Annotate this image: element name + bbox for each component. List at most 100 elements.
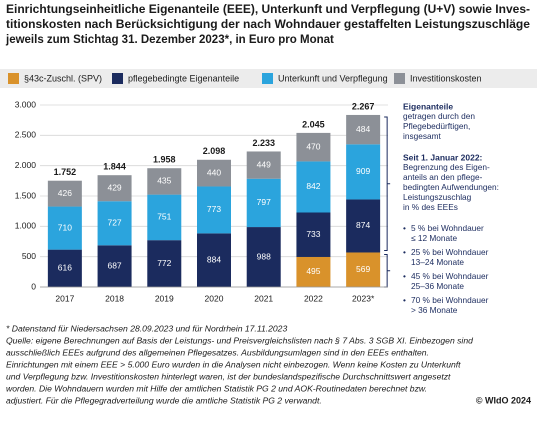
- bar-segment: [246, 227, 281, 287]
- bar-segment: [97, 175, 132, 202]
- bar-segment: [296, 132, 331, 162]
- bar-segment: [47, 249, 82, 287]
- bullet-mark: •: [403, 271, 406, 281]
- bar-segment: [346, 199, 381, 253]
- annotation-heading: Eigenanteile: [403, 101, 453, 111]
- data-label: 842: [306, 181, 320, 191]
- y-tick-label: 2.500: [15, 130, 37, 140]
- bar-segment: [47, 206, 82, 250]
- data-label: 773: [207, 204, 221, 214]
- bullet-text: 25 % bei Wohndauer: [411, 247, 489, 257]
- data-label: 616: [58, 263, 72, 273]
- total-label: 1.958: [153, 155, 176, 165]
- x-tick-label: 2017: [55, 293, 74, 303]
- y-tick-label: 0: [31, 281, 36, 291]
- annotation-heading: Seit 1. Januar 2022:: [403, 152, 483, 162]
- legend-label: pflegebedingte Eigenanteile: [128, 73, 239, 83]
- chart-title: jeweils zum Stichtag 31. Dezember 2023*,…: [5, 34, 334, 46]
- bullet-text: 45 % bei Wohndauer: [411, 271, 489, 281]
- data-label: 909: [356, 166, 370, 176]
- data-label: 710: [58, 222, 72, 232]
- y-tick-label: 2.000: [15, 160, 37, 170]
- bar-segment: [246, 178, 281, 228]
- y-tick-label: 1.000: [15, 221, 37, 231]
- bar-segment: [246, 151, 281, 179]
- legend-swatch: [394, 73, 405, 84]
- footnote: Einrichtungen mit einem EEE > 5.000 Euro…: [6, 359, 461, 369]
- bar-segment: [147, 194, 182, 241]
- y-tick-label: 500: [22, 251, 36, 261]
- data-label: 435: [157, 176, 171, 186]
- data-label: 733: [306, 229, 320, 239]
- footnote: und Verpflegung bzw. Investitionskosten …: [6, 371, 451, 381]
- bar-segment: [346, 144, 381, 200]
- annotation-text: insgesamt: [403, 131, 442, 141]
- bar-segment: [97, 201, 132, 246]
- bullet-mark: •: [403, 295, 406, 305]
- y-tick-label: 1.500: [15, 190, 37, 200]
- credit: © WIdO 2024: [476, 395, 531, 405]
- footnote: adjustiert. Für die Pflegegradverteilung…: [6, 395, 322, 405]
- total-label: 2.233: [252, 138, 275, 148]
- x-tick-label: 2020: [205, 293, 224, 303]
- bar-segment: [296, 161, 331, 213]
- footnote: worden. Die Wohndauern wurden mit Hilfe …: [6, 383, 427, 393]
- bullet-text: 70 % bei Wohndauer: [411, 295, 489, 305]
- data-label: 484: [356, 124, 370, 134]
- annotation-text: Pflegebedürftigen,: [403, 121, 470, 131]
- footnote: * Datenstand für Niedersachsen 28.09.202…: [6, 323, 287, 333]
- bullet-text: 13–24 Monate: [411, 257, 464, 267]
- footnote: ausschließlich EEEs aufgrund des allgeme…: [6, 347, 429, 357]
- data-label: 772: [157, 258, 171, 268]
- footnote: Quelle: eigene Berechnungen auf Basis de…: [6, 335, 473, 345]
- legend-label: Unterkunft und Verpflegung: [278, 73, 388, 83]
- data-label: 470: [306, 141, 320, 151]
- bar-segment: [197, 159, 231, 187]
- data-label: 751: [157, 212, 171, 222]
- bar-segment: [47, 180, 82, 207]
- y-tick-label: 3.000: [15, 99, 37, 109]
- x-tick-label: 2019: [155, 293, 174, 303]
- total-label: 2.045: [302, 119, 325, 129]
- bar-segment: [296, 256, 331, 287]
- data-label: 687: [107, 260, 121, 270]
- x-tick-label: 2023*: [352, 293, 375, 303]
- bullet-mark: •: [403, 247, 406, 257]
- data-label: 440: [207, 167, 221, 177]
- bar-segment: [147, 240, 182, 287]
- annotation-text: anteils an den pflege-: [403, 172, 483, 182]
- legend-label: Investitionskosten: [410, 73, 482, 83]
- data-label: 884: [207, 254, 221, 264]
- annotation-text: bedingten Aufwendungen:: [403, 182, 499, 192]
- chart-title: titionskosten nach Berücksichtigung der …: [6, 19, 530, 31]
- data-label: 727: [107, 218, 121, 228]
- data-label: 449: [257, 159, 271, 169]
- bullet-text: 25–36 Monate: [411, 281, 464, 291]
- bracket: [384, 253, 391, 288]
- data-label: 874: [356, 220, 370, 230]
- annotation-text: in % des EEEs: [403, 202, 458, 212]
- legend-swatch: [262, 73, 273, 84]
- total-label: 2.098: [203, 146, 226, 156]
- legend-swatch: [112, 73, 123, 84]
- data-label: 495: [306, 266, 320, 276]
- bullet-text: ≤ 12 Monate: [411, 233, 457, 243]
- annotation-text: Begrenzung des Eigen-: [403, 162, 490, 172]
- total-label: 1.844: [103, 162, 126, 172]
- x-tick-label: 2021: [254, 293, 273, 303]
- bracket: [384, 116, 391, 251]
- annotation-text: getragen durch den: [403, 111, 475, 121]
- bar-segment: [147, 168, 182, 195]
- data-label: 426: [58, 188, 72, 198]
- bar-segment: [296, 212, 331, 257]
- bullet-text: 5 % bei Wohndauer: [411, 223, 484, 233]
- legend-swatch: [8, 73, 19, 84]
- data-label: 797: [257, 197, 271, 207]
- bar-segment: [97, 245, 132, 287]
- data-label: 988: [257, 251, 271, 261]
- legend-label: §43c-Zuschl. (SPV): [24, 73, 102, 83]
- bar-segment: [197, 233, 231, 287]
- bar-segment: [346, 114, 381, 145]
- total-label: 2.267: [352, 101, 375, 111]
